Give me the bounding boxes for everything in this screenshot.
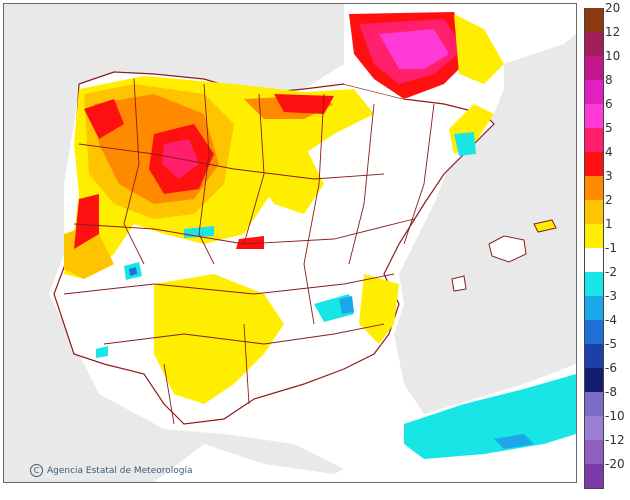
legend-label: 8 (605, 73, 613, 87)
legend-label: 12 (605, 25, 621, 39)
cool-fields (96, 132, 576, 459)
province-borders (63, 78, 435, 425)
legend-label: 6 (605, 97, 613, 111)
legend-label: -1 (605, 241, 617, 255)
legend-swatch (584, 248, 604, 272)
legend-swatch (584, 104, 604, 128)
legend-swatch (584, 80, 604, 104)
legend-label: -6 (605, 361, 617, 375)
legend-swatch (584, 224, 604, 248)
c-circle-icon: C (30, 464, 43, 477)
legend-swatch (584, 464, 604, 488)
legend-swatch (584, 32, 604, 56)
legend-label: 4 (605, 145, 613, 159)
credit-text: Agencia Estatal de Meteorología (47, 465, 193, 476)
legend-label: -8 (605, 385, 617, 399)
ibiza (451, 275, 467, 292)
legend-label: -2 (605, 265, 617, 279)
legend-label: -20 (605, 457, 625, 471)
legend-label: -5 (605, 337, 617, 351)
legend-swatch (584, 440, 604, 464)
legend-swatch (584, 320, 604, 344)
legend-swatch (584, 56, 604, 80)
legend-label: -12 (605, 433, 625, 447)
legend-swatch (584, 128, 604, 152)
menorca (533, 219, 557, 233)
legend-swatch (584, 368, 604, 392)
mallorca (488, 235, 527, 263)
legend-swatch (584, 392, 604, 416)
legend-swatch (584, 200, 604, 224)
legend-bottom-edge (584, 488, 604, 489)
legend-label: 2 (605, 193, 613, 207)
legend-swatch (584, 296, 604, 320)
legend-label: 10 (605, 49, 621, 63)
legend-swatch (584, 344, 604, 368)
legend-label: 20 (605, 1, 621, 15)
legend-swatch (584, 272, 604, 296)
legend-swatch (584, 8, 604, 32)
legend-label: 1 (605, 217, 613, 231)
legend-label: 3 (605, 169, 613, 183)
legend-swatch (584, 416, 604, 440)
anomaly-map (3, 3, 577, 483)
map-canvas (4, 4, 576, 482)
watermark: aemet (486, 455, 528, 470)
legend-label: 5 (605, 121, 613, 135)
legend-label: -3 (605, 289, 617, 303)
legend-swatch (584, 152, 604, 176)
legend-swatch (584, 176, 604, 200)
legend-label: -4 (605, 313, 617, 327)
legend-label: -10 (605, 409, 625, 423)
credit: C Agencia Estatal de Meteorología (30, 464, 193, 477)
